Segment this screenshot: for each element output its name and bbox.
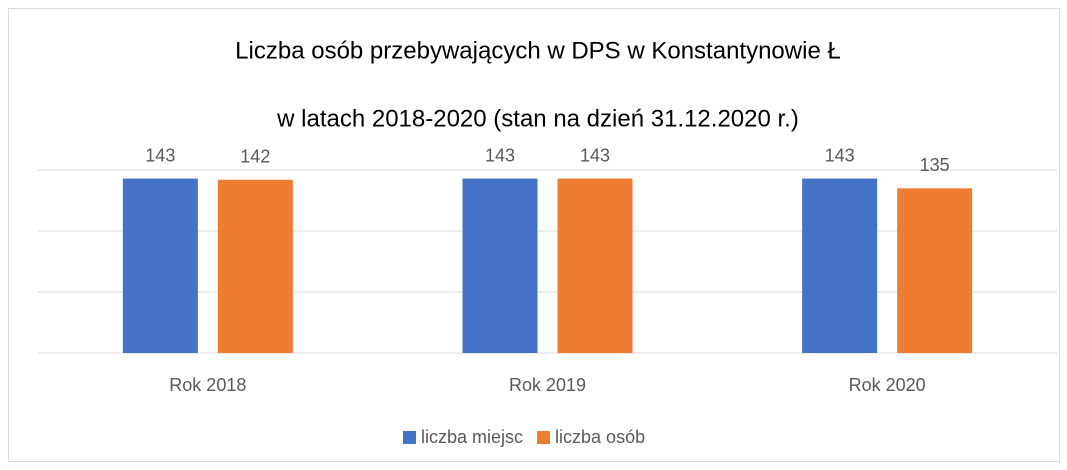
legend-label: liczba osób: [555, 427, 645, 447]
bar: [462, 178, 538, 353]
bar: [122, 178, 198, 353]
data-label: 143: [485, 145, 515, 165]
x-tick-label: Rok 2018: [169, 375, 246, 395]
bar: [557, 178, 633, 353]
data-label: 142: [240, 147, 270, 167]
data-label: 135: [920, 155, 950, 175]
x-tick-label: Rok 2020: [849, 375, 926, 395]
bar: [802, 178, 878, 353]
data-label: 143: [580, 145, 610, 165]
data-label: 143: [145, 145, 175, 165]
legend-label: liczba miejsc: [421, 427, 523, 447]
bar: [897, 188, 973, 353]
chart-title: Liczba osób przebywających w DPS w Konst…: [235, 37, 841, 64]
bar: [217, 179, 293, 353]
legend-swatch: [537, 431, 551, 444]
chart-subtitle: w latach 2018-2020 (stan na dzień 31.12.…: [276, 105, 799, 132]
data-label: 143: [825, 145, 855, 165]
legend-swatch: [403, 431, 416, 444]
x-tick-label: Rok 2019: [509, 375, 586, 395]
